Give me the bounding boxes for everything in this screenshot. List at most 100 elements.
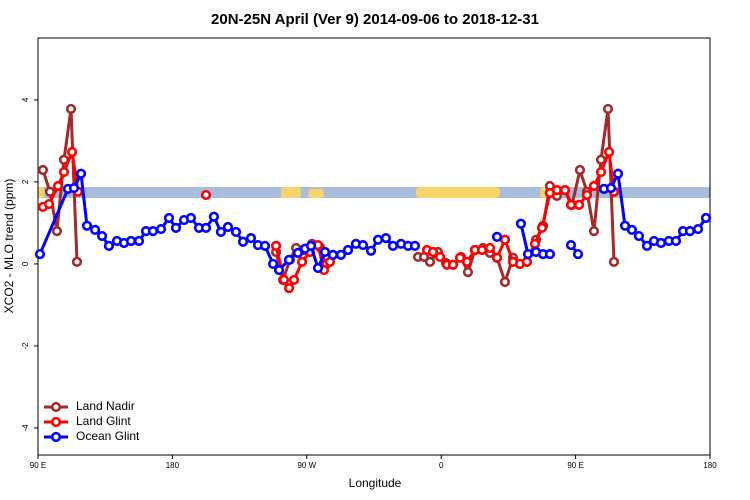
- data-point: [155, 223, 167, 235]
- data-point: [372, 234, 384, 245]
- land-patch: [416, 187, 500, 198]
- data-point: [292, 247, 304, 258]
- data-point: [170, 222, 182, 233]
- y-tick-label: 4: [21, 97, 30, 102]
- data-point: [319, 246, 331, 258]
- data-point: [267, 258, 279, 270]
- data-point: [237, 236, 249, 247]
- y-tick-label: -2: [21, 342, 30, 350]
- data-point: [700, 212, 712, 224]
- data-point: [34, 248, 46, 260]
- data-point: [536, 222, 548, 233]
- data-point: [259, 240, 271, 251]
- data-point: [222, 221, 234, 233]
- data-point: [215, 226, 227, 238]
- y-tick-label: 2: [21, 179, 30, 184]
- data-point: [185, 212, 197, 224]
- data-point: [68, 182, 80, 194]
- data-point: [559, 185, 571, 196]
- land-patch: [38, 187, 44, 198]
- data-point: [357, 239, 369, 251]
- data-point: [81, 220, 93, 231]
- chart-title: 20N-25N April (Ver 9) 2014-09-06 to 2018…: [211, 11, 539, 28]
- x-axis-label: Longitude: [349, 476, 402, 490]
- data-point: [89, 224, 101, 235]
- data-point: [544, 248, 556, 260]
- data-point: [462, 267, 474, 278]
- land-patch: [281, 187, 301, 198]
- data-point: [230, 226, 242, 238]
- data-point: [342, 244, 354, 256]
- data-point: [312, 262, 324, 274]
- data-point: [270, 240, 282, 251]
- y-tick-label: 0: [21, 261, 30, 266]
- land-patch: [308, 189, 324, 198]
- data-point: [434, 251, 446, 263]
- data-point: [273, 264, 285, 276]
- data-point: [288, 274, 300, 286]
- x-tick-label: 180: [703, 461, 717, 470]
- data-point: [572, 248, 584, 260]
- legend-label: Ocean Glint: [76, 429, 140, 443]
- data-point: [71, 256, 83, 267]
- y-tick-label: -4: [21, 424, 30, 432]
- legend-marker: [50, 401, 62, 413]
- data-point: [335, 249, 347, 261]
- data-point: [283, 254, 295, 265]
- data-point: [522, 248, 534, 260]
- data-point: [521, 256, 533, 267]
- x-tick-label: 0: [439, 461, 444, 470]
- x-tick-label: 180: [166, 461, 180, 470]
- data-point: [641, 240, 653, 251]
- x-tick-label: 90 W: [297, 461, 316, 470]
- data-point: [66, 146, 78, 158]
- data-point: [278, 274, 290, 286]
- data-point: [305, 240, 317, 251]
- data-point: [619, 220, 631, 231]
- legend-label: Land Glint: [76, 414, 131, 428]
- data-point: [461, 256, 473, 267]
- data-point: [692, 223, 704, 235]
- data-point: [565, 239, 577, 251]
- data-point: [52, 180, 64, 192]
- data-point: [365, 245, 377, 256]
- x-tick-label: 90 E: [567, 461, 583, 470]
- data-point: [58, 166, 70, 178]
- data-point: [608, 256, 620, 267]
- data-point: [37, 164, 49, 176]
- data-point: [245, 232, 257, 244]
- plot: [34, 103, 712, 294]
- data-point: [409, 240, 421, 251]
- data-point: [499, 234, 511, 245]
- data-point: [602, 103, 614, 115]
- data-point: [595, 166, 607, 178]
- data-point: [574, 164, 586, 176]
- data-point: [499, 276, 511, 288]
- data-point: [75, 168, 87, 179]
- data-point: [633, 230, 645, 242]
- data-point: [163, 212, 175, 224]
- y-axis-label: XCO2 - MLO trend (ppm): [2, 179, 16, 314]
- data-point: [588, 226, 600, 237]
- data-point: [612, 168, 624, 179]
- x-tick-label: 90 E: [30, 461, 46, 470]
- legend-marker: [50, 431, 62, 443]
- data-point: [147, 226, 159, 237]
- data-point: [51, 226, 63, 237]
- data-point: [96, 230, 108, 242]
- data-point: [515, 218, 527, 229]
- data-point: [605, 182, 617, 194]
- data-point: [603, 146, 615, 158]
- data-point: [296, 256, 308, 267]
- data-point: [670, 235, 682, 247]
- data-point: [208, 211, 220, 222]
- data-point: [125, 235, 137, 247]
- ocean-band: [38, 187, 710, 198]
- data-point: [427, 246, 439, 258]
- data-point: [65, 103, 77, 115]
- data-point: [655, 237, 667, 249]
- data-point: [283, 283, 295, 294]
- data-point: [551, 185, 563, 196]
- legend-label: Land Nadir: [76, 399, 135, 413]
- data-point: [491, 231, 503, 242]
